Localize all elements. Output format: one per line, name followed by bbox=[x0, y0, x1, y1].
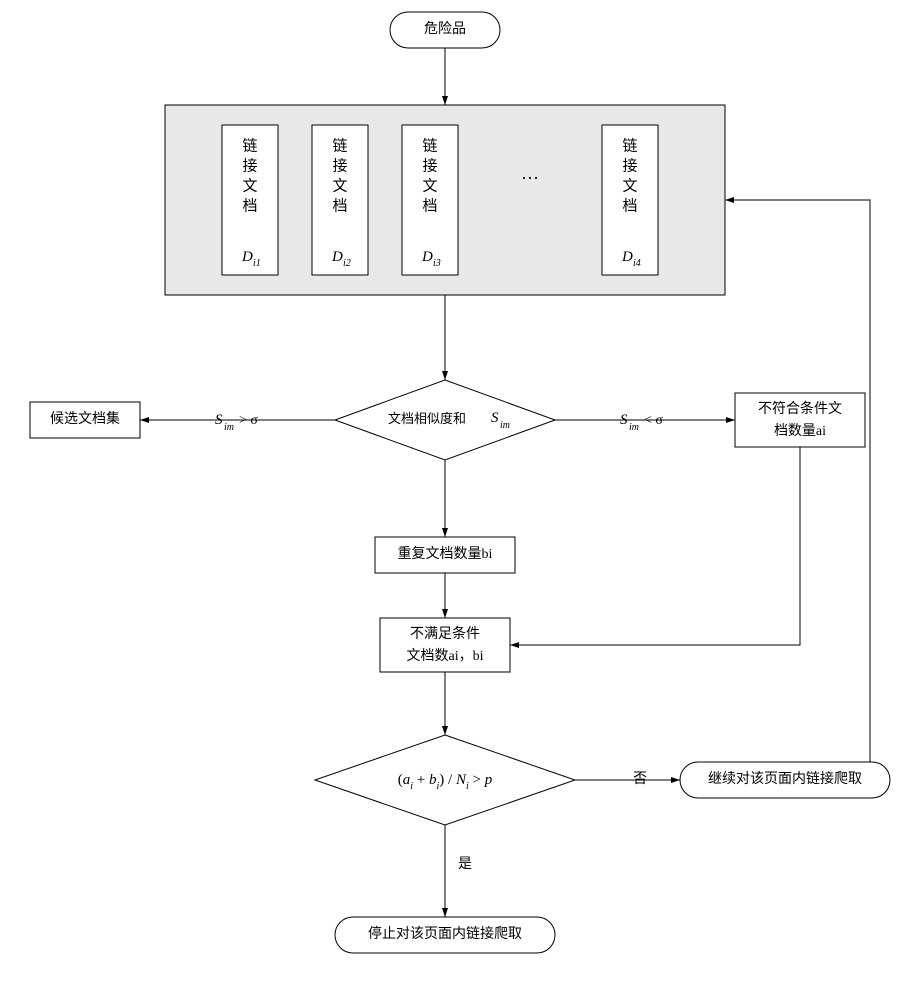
condition-label: Sim < σ bbox=[620, 412, 663, 433]
svg-text:接: 接 bbox=[622, 157, 637, 174]
svg-text:文档相似度和: 文档相似度和 bbox=[388, 411, 466, 426]
svg-text:档数量ai: 档数量ai bbox=[774, 423, 826, 439]
svg-text:···: ··· bbox=[521, 168, 539, 188]
svg-text:链: 链 bbox=[422, 137, 437, 154]
svg-text:S: S bbox=[491, 410, 499, 426]
svg-text:文档数ai，bi: 文档数ai，bi bbox=[407, 648, 484, 664]
svg-text:文: 文 bbox=[622, 177, 637, 194]
svg-text:链: 链 bbox=[332, 137, 347, 154]
svg-text:D: D bbox=[421, 249, 433, 265]
svg-text:危险品: 危险品 bbox=[424, 21, 466, 37]
svg-text:不满足条件: 不满足条件 bbox=[410, 625, 480, 642]
svg-text:链: 链 bbox=[242, 137, 257, 154]
svg-text:不符合条件文: 不符合条件文 bbox=[758, 400, 842, 417]
svg-text:im: im bbox=[500, 420, 510, 431]
svg-text:im: im bbox=[224, 422, 234, 433]
svg-text:继续对该页面内链接爬取: 继续对该页面内链接爬取 bbox=[708, 770, 862, 787]
svg-text:i1: i1 bbox=[253, 258, 261, 269]
svg-text:文: 文 bbox=[422, 177, 437, 194]
svg-text:档: 档 bbox=[332, 197, 347, 214]
svg-text:候选文档集: 候选文档集 bbox=[50, 410, 120, 427]
svg-text:是: 是 bbox=[458, 857, 472, 872]
svg-text:D: D bbox=[331, 249, 343, 265]
svg-text:接: 接 bbox=[332, 157, 347, 174]
svg-text:i4: i4 bbox=[633, 258, 641, 269]
svg-text:文: 文 bbox=[242, 177, 257, 194]
edge bbox=[725, 200, 870, 762]
svg-text:档: 档 bbox=[622, 197, 637, 214]
edge bbox=[510, 447, 800, 645]
svg-text:重复文档数量bi: 重复文档数量bi bbox=[398, 545, 493, 562]
svg-text:接: 接 bbox=[422, 157, 437, 174]
svg-text:D: D bbox=[241, 249, 253, 265]
svg-text:停止对该页面内链接爬取: 停止对该页面内链接爬取 bbox=[368, 925, 522, 942]
svg-text:D: D bbox=[621, 249, 633, 265]
svg-text:链: 链 bbox=[622, 137, 637, 154]
svg-text:im: im bbox=[629, 422, 639, 433]
svg-text:i2: i2 bbox=[343, 258, 351, 269]
svg-text:档: 档 bbox=[242, 197, 257, 214]
condition-label: Sim > σ bbox=[215, 412, 258, 433]
svg-text:i3: i3 bbox=[433, 258, 441, 269]
svg-text:文: 文 bbox=[332, 177, 347, 194]
svg-text:档: 档 bbox=[422, 197, 437, 214]
svg-text:接: 接 bbox=[242, 157, 257, 174]
